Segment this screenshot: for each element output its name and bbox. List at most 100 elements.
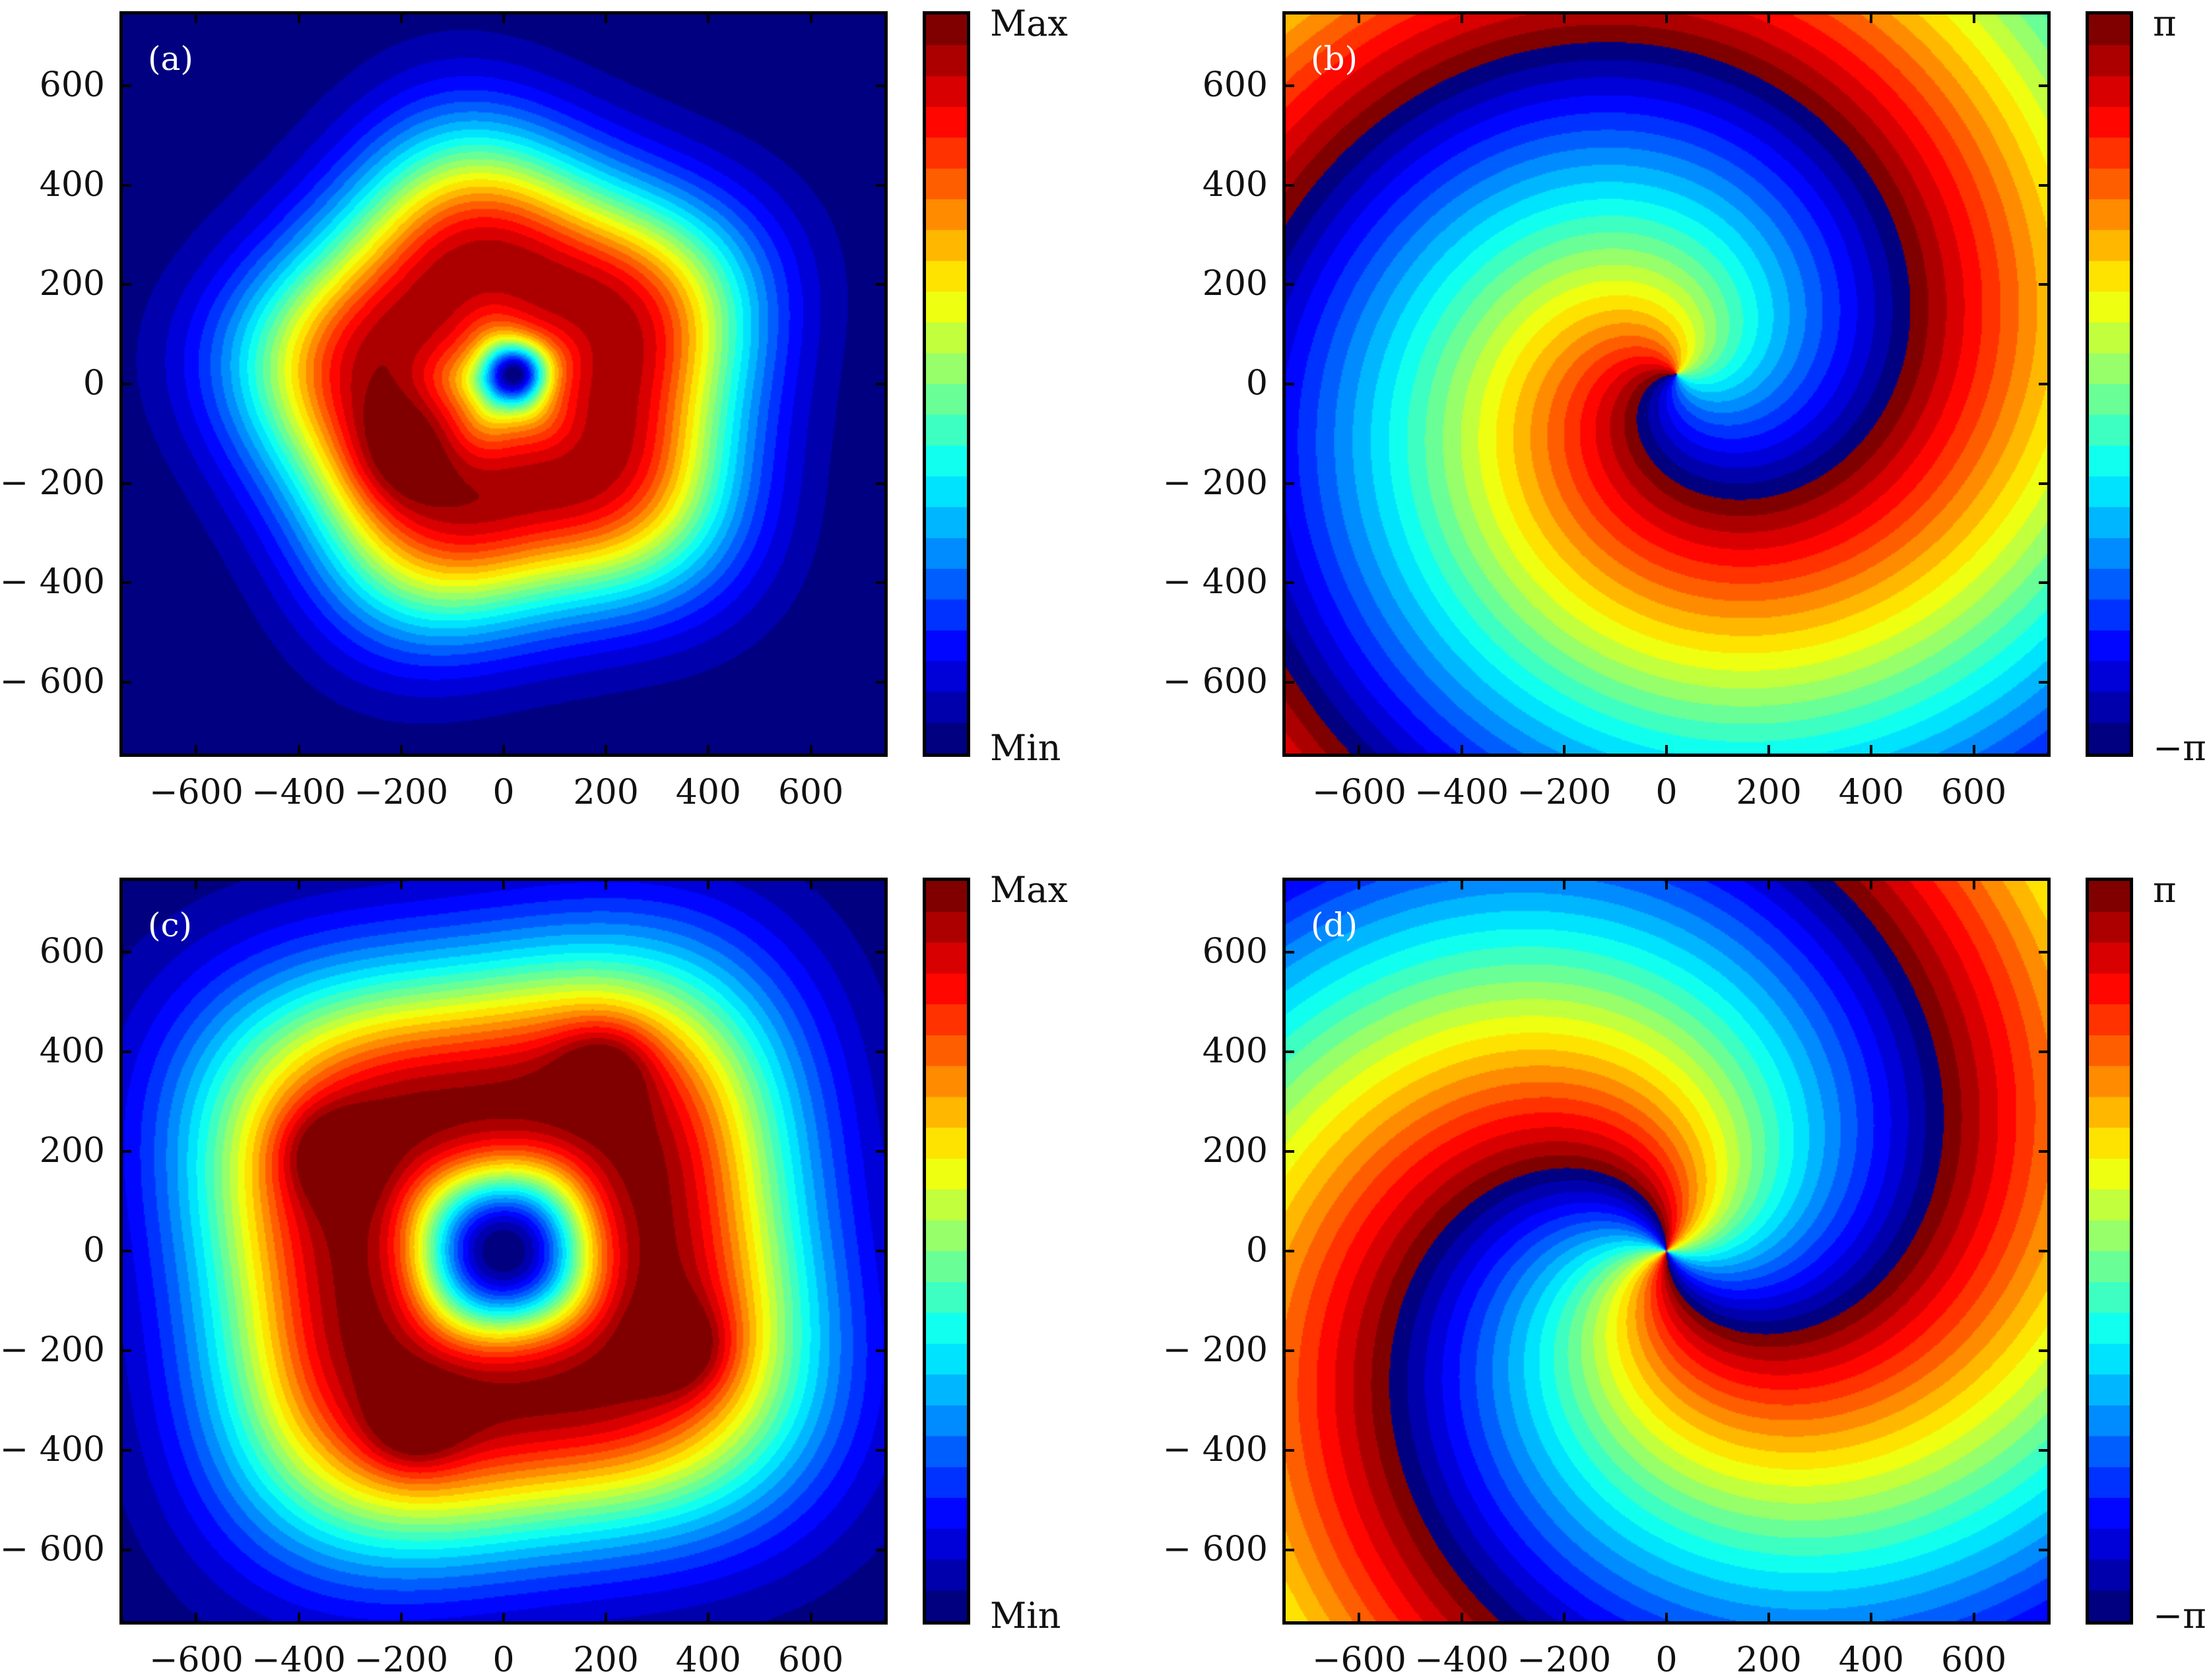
x-tick-mark-top: [809, 880, 812, 889]
x-tick-mark-top: [399, 14, 403, 23]
x-tick-label: 400: [675, 1640, 742, 1680]
y-tick-mark: [1285, 1349, 1294, 1352]
y-tick-mark-right: [2039, 951, 2048, 954]
y-tick-mark-right: [2039, 1150, 2048, 1153]
y-tick-mark-right: [876, 1250, 885, 1252]
y-tick-mark-right: [876, 283, 885, 286]
y-tick-mark: [1285, 1250, 1294, 1252]
x-tick-label: 200: [1736, 773, 1802, 812]
colorbar: [2086, 11, 2133, 757]
colorbar-canvas: [2089, 15, 2130, 754]
x-tick-mark: [707, 745, 710, 754]
x-tick-mark-top: [707, 880, 710, 889]
y-tick-label: 200: [1202, 1131, 1268, 1171]
y-tick-label: − 200: [1162, 463, 1268, 503]
y-tick-mark-right: [2039, 1349, 2048, 1352]
y-tick-mark: [122, 581, 131, 585]
y-tick-label: − 400: [1162, 1429, 1268, 1470]
colorbar-top-label: Max: [990, 869, 1068, 911]
y-tick-mark: [1285, 283, 1294, 286]
y-tick-mark: [122, 1448, 131, 1452]
heatmap-canvas: [1286, 15, 2047, 754]
y-tick-mark: [1285, 1548, 1294, 1551]
y-tick-mark-right: [876, 1548, 885, 1551]
x-tick-mark-top: [605, 14, 608, 23]
x-tick-mark: [1767, 1613, 1771, 1622]
x-tick-mark: [1460, 745, 1463, 754]
y-tick-mark: [122, 84, 131, 87]
colorbar-canvas: [2089, 881, 2130, 1621]
y-tick-label: − 600: [1162, 1529, 1268, 1569]
colorbar-canvas: [926, 881, 967, 1621]
y-tick-label: − 600: [1162, 662, 1268, 701]
x-tick-mark-top: [297, 880, 300, 889]
y-tick-mark-right: [876, 581, 885, 585]
x-tick-label: 200: [1736, 1640, 1802, 1680]
y-tick-mark-right: [876, 951, 885, 954]
panel-label: (b): [1311, 40, 1358, 78]
colorbar-top-label: Max: [990, 3, 1068, 44]
y-tick-label: − 200: [1162, 1330, 1268, 1370]
x-tick-mark: [1870, 1613, 1873, 1622]
x-tick-mark: [1665, 745, 1668, 754]
x-tick-label: 200: [573, 773, 639, 812]
y-tick-label: 0: [1245, 364, 1268, 403]
x-tick-label: −400: [251, 1640, 346, 1680]
y-tick-mark: [1285, 951, 1294, 954]
y-tick-mark: [1285, 581, 1294, 585]
x-tick-mark-top: [195, 14, 198, 23]
x-tick-label: −400: [1414, 773, 1509, 812]
x-tick-label: 0: [492, 773, 515, 812]
y-tick-mark-right: [876, 1349, 885, 1352]
y-tick-label: 0: [82, 1231, 105, 1270]
y-tick-mark: [122, 283, 131, 286]
heatmap-plot-a: (a): [119, 11, 888, 757]
y-tick-mark-right: [876, 681, 885, 684]
x-tick-mark-top: [399, 880, 403, 889]
y-tick-mark-right: [2039, 183, 2048, 187]
y-tick-mark-right: [2039, 84, 2048, 87]
y-tick-label: 600: [1202, 932, 1268, 972]
x-tick-label: −600: [1311, 773, 1406, 812]
x-tick-mark: [605, 745, 608, 754]
x-tick-label: −200: [1517, 1640, 1612, 1680]
colorbar-canvas: [926, 15, 967, 754]
x-tick-label: −400: [251, 773, 346, 812]
heatmap-plot-c: (c): [119, 878, 888, 1625]
x-tick-mark: [297, 745, 300, 754]
x-tick-label: −200: [354, 773, 449, 812]
x-tick-label: −600: [148, 773, 244, 812]
y-tick-mark: [122, 1349, 131, 1352]
y-tick-mark: [122, 1548, 131, 1551]
y-tick-label: 200: [39, 264, 105, 304]
y-tick-label: − 400: [0, 562, 105, 602]
x-tick-mark-top: [1767, 14, 1771, 23]
y-tick-mark: [1285, 183, 1294, 187]
y-tick-label: − 200: [0, 463, 105, 503]
x-tick-mark: [1358, 1613, 1361, 1622]
x-tick-mark: [1870, 745, 1873, 754]
x-tick-mark-top: [1972, 14, 1975, 23]
y-tick-mark-right: [876, 84, 885, 87]
y-tick-mark-right: [2039, 1448, 2048, 1452]
x-tick-label: 0: [1655, 1640, 1678, 1680]
y-tick-mark-right: [2039, 1050, 2048, 1054]
y-tick-label: 600: [39, 932, 105, 972]
x-tick-mark-top: [1562, 14, 1566, 23]
y-tick-mark-right: [876, 1448, 885, 1452]
x-tick-mark: [399, 745, 403, 754]
x-tick-mark: [1562, 745, 1566, 754]
y-tick-mark: [1285, 1448, 1294, 1452]
y-tick-mark-right: [876, 482, 885, 485]
x-tick-mark-top: [195, 880, 198, 889]
x-tick-label: 600: [777, 773, 844, 812]
heatmap-canvas: [123, 881, 884, 1621]
panel-label: (c): [148, 906, 193, 944]
y-tick-mark-right: [2039, 581, 2048, 585]
x-tick-mark: [297, 1613, 300, 1622]
x-tick-label: 400: [675, 773, 742, 812]
x-tick-label: 400: [1838, 773, 1905, 812]
y-tick-label: 400: [1202, 1031, 1268, 1072]
y-tick-label: 200: [39, 1131, 105, 1171]
y-tick-label: − 400: [1162, 562, 1268, 602]
